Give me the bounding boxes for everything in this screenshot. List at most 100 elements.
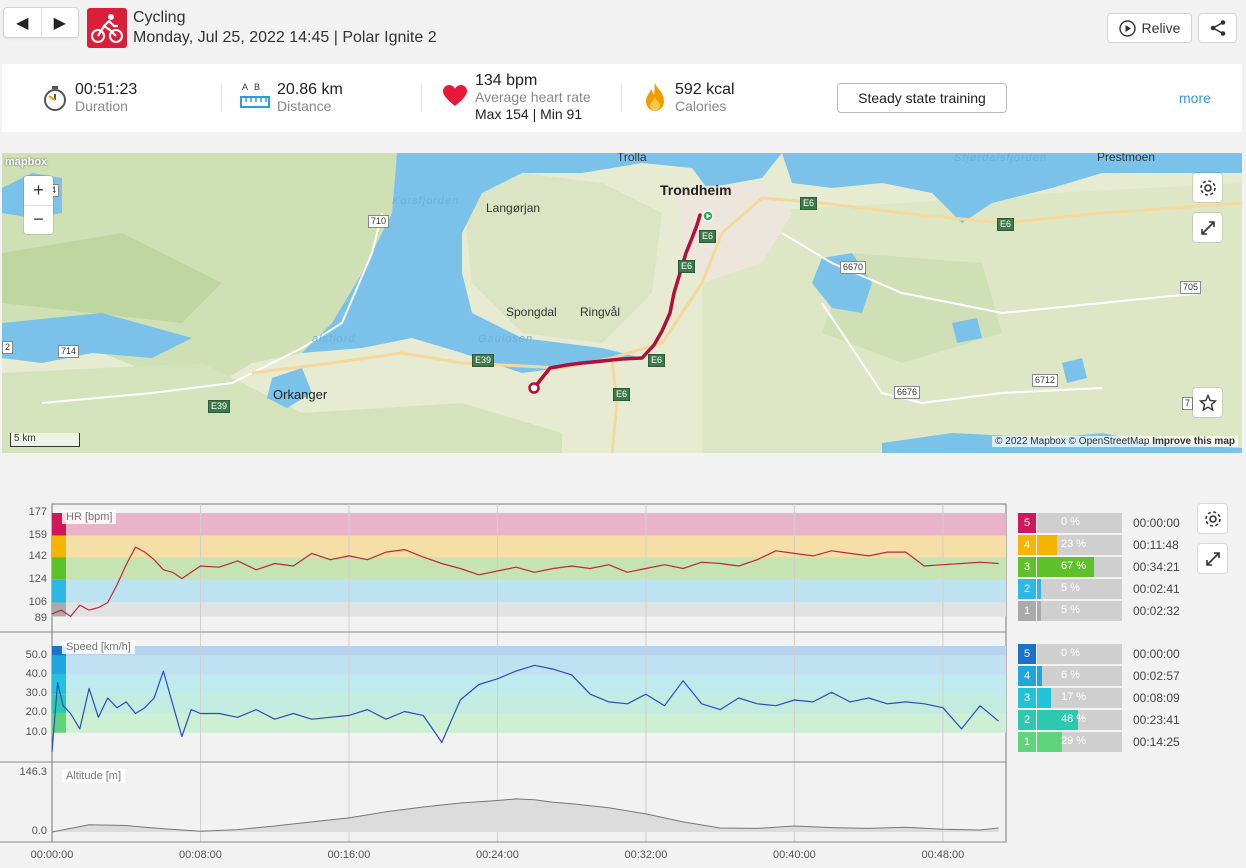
hr-zone-bar: 23 % [1037,535,1122,555]
hr-zone-row[interactable]: 1 5 % 00:02:32 [1018,601,1198,621]
hr-zone-number: 4 [1018,535,1036,555]
speed-zone-row[interactable]: 3 17 % 00:08:09 [1018,688,1198,708]
hr-y-tick: 142 [28,550,47,563]
hr-zone-time: 00:02:41 [1133,582,1180,596]
hr-zone-row[interactable]: 2 5 % 00:02:41 [1018,579,1198,599]
speed-y-tick: 50.0 [25,648,47,661]
hr-zone-band [52,579,1006,603]
star-icon [1198,393,1217,411]
stopwatch-icon [44,86,66,111]
flame-icon [646,83,664,111]
training-benefit-button[interactable]: Steady state training [837,83,1007,113]
water-label: Korsfjorden [392,195,460,207]
speed-zone-band [52,713,1006,733]
speed-zone-band [52,674,1006,695]
speed-zone-row[interactable]: 5 0 % 00:00:00 [1018,644,1198,664]
road-shield: 6712 [1032,374,1059,387]
duration-value: 00:51:23 [75,81,138,98]
speed-zone-fill [1037,710,1078,730]
summary-panel: 00:51:23 Duration A B 20.86 km Distance … [2,64,1242,132]
distance-label: Distance [277,98,332,114]
speed-zone-time: 00:08:09 [1133,691,1180,705]
cycling-icon [87,8,127,48]
water-label: alsfjord [312,333,356,345]
speed-zone-percent: 6 % [1061,669,1080,681]
road-shield: E39 [472,354,495,367]
hr-zone-time: 00:34:21 [1133,560,1180,574]
share-button[interactable] [1198,13,1237,43]
heart-rate-value: 134 bpm [475,72,538,89]
relive-button[interactable]: Relive [1107,13,1192,43]
route-map[interactable]: mapbox Trolla Trondheim Prestmoen Langør… [2,153,1242,453]
x-tick: 00:08:00 [179,849,222,861]
map-settings-button[interactable] [1193,173,1222,202]
road-shield: E39 [208,400,231,413]
duration-stat: 00:51:23 Duration [40,64,220,132]
map-favorite-button[interactable] [1193,388,1222,417]
place-label: Ringvål [580,305,621,319]
calories-label: Calories [675,98,727,114]
more-link[interactable]: more [1179,90,1211,106]
place-label: Prestmoen [1097,153,1156,164]
speed-zone-row[interactable]: 4 6 % 00:02:57 [1018,666,1198,686]
activity-nav: ◀ ▶ [3,7,79,38]
ruler-icon [240,96,270,108]
speed-zone-time: 00:14:25 [1133,735,1180,749]
speed-y-tick: 40.0 [25,667,47,680]
speed-zone-marker [52,646,66,656]
calories-value: 592 kcal [675,81,735,98]
hr-zone-row[interactable]: 5 0 % 00:00:00 [1018,513,1198,533]
sport-title: Cycling [133,9,186,26]
previous-activity-button[interactable]: ◀ [16,14,29,32]
hr-zone-band [52,557,1006,580]
chart-settings-button[interactable] [1198,504,1227,533]
zoom-out-button[interactable]: − [24,204,53,235]
speed-zone-marker [52,655,66,675]
mapbox-logo[interactable]: mapbox [5,156,48,168]
road-shield: E6 [699,230,717,243]
hr-zone-time: 00:11:48 [1133,538,1179,552]
hr-zone-row[interactable]: 3 67 % 00:34:21 [1018,557,1198,577]
map-base [2,153,1242,453]
speed-zone-bar: 0 % [1037,644,1122,664]
zoom-in-button[interactable]: + [33,179,44,200]
speed-zone-number: 2 [1018,710,1036,730]
x-tick: 00:32:00 [624,849,668,861]
speed-y-tick: 10.0 [25,725,47,738]
road-shield: E6 [800,197,818,210]
speed-zone-bar: 6 % [1037,666,1122,686]
hr-y-tick: 106 [28,595,47,608]
distance-ab-label: A B [242,82,263,92]
hr-zone-number: 5 [1018,513,1036,533]
speed-zone-row[interactable]: 1 29 % 00:14:25 [1018,732,1198,752]
next-activity-button[interactable]: ▶ [40,8,79,37]
mapbox-attribution-link[interactable]: © 2022 Mapbox [995,436,1066,447]
road-shield: E6 [678,260,696,273]
gear-icon [1199,179,1216,196]
speed-zone-band [52,694,1006,714]
improve-map-link[interactable]: Improve this map [1152,436,1235,447]
speed-zone-time: 00:02:57 [1133,669,1180,683]
osm-attribution-link[interactable]: © OpenStreetMap [1068,436,1150,447]
speed-zone-number: 1 [1018,732,1036,752]
speed-zone-row[interactable]: 2 48 % 00:23:41 [1018,710,1198,730]
x-tick: 00:16:00 [327,849,371,861]
speed-zone-bar: 29 % [1037,732,1122,752]
speed-zone-number: 4 [1018,666,1036,686]
x-tick: 00:24:00 [476,849,519,861]
hr-zone-number: 2 [1018,579,1036,599]
speed-zone-band [52,646,1006,656]
map-fullscreen-button[interactable] [1193,213,1222,242]
hr-zone-bar: 0 % [1037,513,1122,533]
chart-expand-button[interactable] [1198,544,1227,573]
road-shield: 2 [2,341,14,354]
speed-zone-number: 3 [1018,688,1036,708]
x-tick: 00:48:00 [921,849,965,861]
altitude-area [52,798,999,832]
hr-zone-row[interactable]: 4 23 % 00:11:48 [1018,535,1198,555]
hr-zone-band [52,513,1006,536]
hr-zone-marker [52,579,66,603]
road-shield: 6670 [840,261,867,274]
activity-charts[interactable] [0,495,1246,868]
hr-zone-percent: 67 % [1061,560,1087,572]
